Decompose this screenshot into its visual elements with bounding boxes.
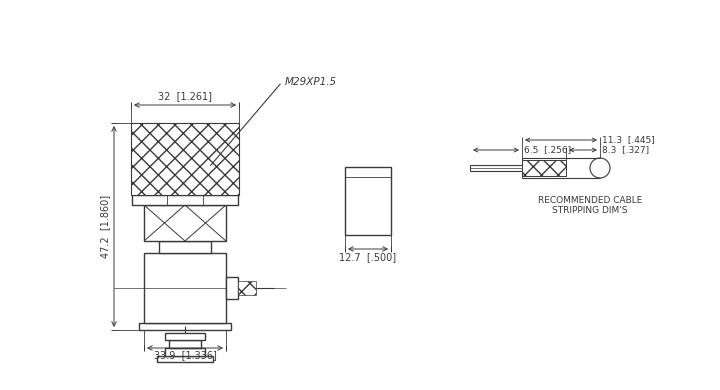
Bar [144,205,226,241]
Text: 47.2  [1.860]: 47.2 [1.860] [100,195,110,258]
Bar [165,348,205,356]
Text: 32  [1.261]: 32 [1.261] [158,91,212,101]
Bar [169,340,201,348]
Bar [238,281,256,295]
Text: STRIPPING DIM'S: STRIPPING DIM'S [552,206,628,215]
Text: 12.7  [.500]: 12.7 [.500] [339,252,397,262]
Text: RECOMMENDED CABLE: RECOMMENDED CABLE [538,196,642,205]
Text: 11.3  [.445]: 11.3 [.445] [602,135,654,145]
Bar [159,241,211,253]
Text: M29XP1.5: M29XP1.5 [285,77,337,87]
Bar [157,356,213,362]
Bar [345,167,391,235]
Bar [144,253,226,323]
Text: 8.3  [.327]: 8.3 [.327] [602,145,649,154]
Bar [165,333,205,340]
Bar [522,160,566,176]
Bar [139,323,231,330]
Bar [132,195,238,205]
Text: 33.9  [1.336]: 33.9 [1.336] [153,350,217,360]
Bar [226,277,238,299]
Text: 6.5  [.256]: 6.5 [.256] [524,145,571,154]
Bar [131,123,239,195]
